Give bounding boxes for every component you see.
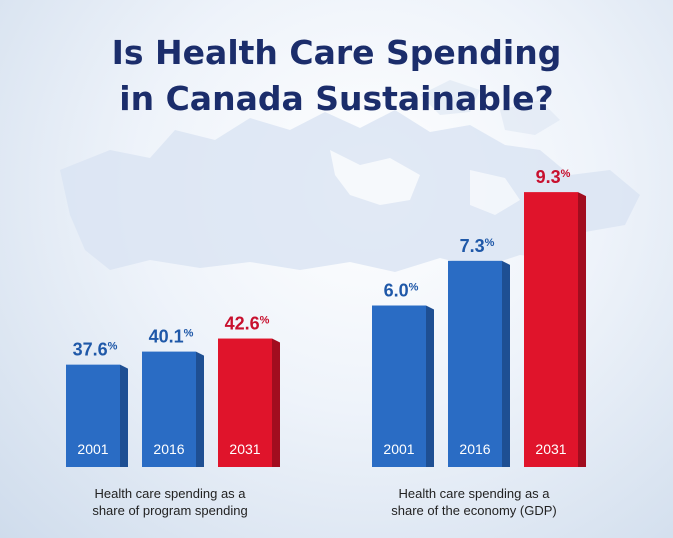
bar-2016 [142, 351, 196, 467]
left-caption-line-1: Health care spending as a [94, 486, 246, 501]
right-caption-line-2: share of the economy (GDP) [391, 503, 557, 518]
category-label-2031: 2031 [229, 441, 260, 457]
left-caption-line-2: share of program spending [92, 503, 248, 518]
category-label-2031: 2031 [535, 441, 566, 457]
bar-2016 [448, 260, 502, 467]
value-label-2016: 7.3% [460, 236, 495, 256]
bar-side-2001 [120, 364, 128, 467]
bar-2001 [66, 364, 120, 467]
value-label-2031: 9.3% [536, 167, 571, 187]
value-label-2031: 42.6% [225, 314, 270, 334]
gdp-share-chart: 2001 6.0% 2016 7.3% 2031 9.3% [372, 167, 586, 467]
value-label-2001: 6.0% [384, 281, 419, 301]
title-line-2: in Canada Sustainable? [119, 79, 554, 118]
bar-side-2031 [578, 192, 586, 467]
bar-2031 [524, 192, 578, 467]
value-label-2001: 37.6% [73, 340, 118, 360]
right-chart-caption: Health care spending as a share of the e… [344, 485, 604, 519]
bar-side-2016 [502, 260, 510, 467]
left-chart-caption: Health care spending as a share of progr… [40, 485, 300, 519]
program-spending-chart: 2001 37.6% 2016 40.1% 2031 42.6% [66, 314, 280, 467]
category-label-2001: 2001 [383, 441, 414, 457]
right-caption-line-1: Health care spending as a [398, 486, 550, 501]
bar-side-2016 [196, 351, 204, 467]
bar-side-2001 [426, 305, 434, 467]
category-label-2016: 2016 [459, 441, 490, 457]
page-title: Is Health Care Spending in Canada Sustai… [0, 30, 673, 122]
title-line-1: Is Health Care Spending [111, 33, 562, 72]
value-label-2016: 40.1% [149, 327, 194, 347]
bar-side-2031 [272, 338, 280, 467]
bar-2031 [218, 338, 272, 467]
category-label-2001: 2001 [77, 441, 108, 457]
category-label-2016: 2016 [153, 441, 184, 457]
bar-2001 [372, 305, 426, 467]
